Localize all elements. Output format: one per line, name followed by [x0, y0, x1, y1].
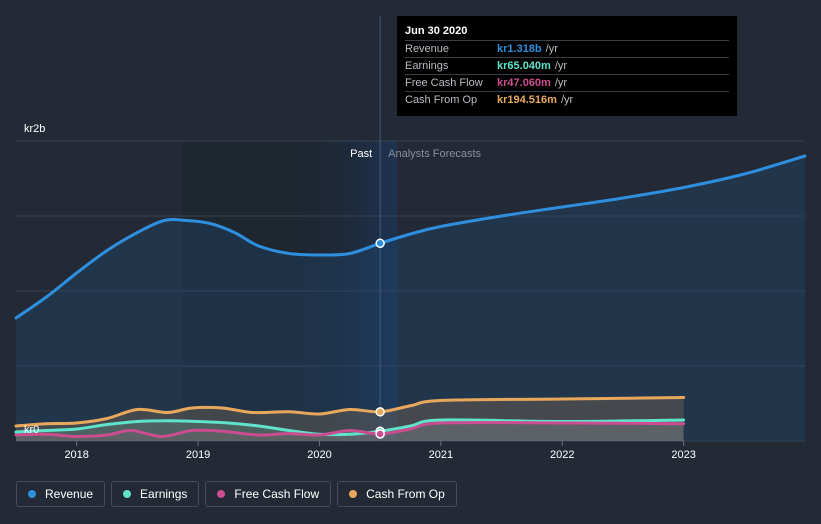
x-tick-label: 2019: [186, 449, 210, 461]
legend-label: Revenue: [45, 487, 94, 501]
tooltip-label: Cash From Op: [405, 94, 478, 106]
earnings-area: [16, 419, 684, 441]
legend-item-earnings[interactable]: Earnings: [111, 481, 200, 507]
x-tick-label: 2020: [307, 449, 331, 461]
tooltip-label: Free Cash Flow: [405, 77, 483, 89]
revenue-area: [16, 156, 805, 441]
legend: Revenue Earnings Free Cash Flow Cash Fro…: [16, 481, 457, 507]
series-areas: [16, 156, 805, 441]
x-tick-label: 2021: [429, 449, 453, 461]
tooltip-value: kr65.040m: [497, 60, 551, 72]
past-label: Past: [350, 148, 372, 160]
highlight-markers: [375, 238, 385, 439]
forecast-label: Analysts Forecasts: [388, 148, 481, 160]
tooltip-unit: /yr: [554, 60, 568, 72]
legend-label: Earnings: [140, 487, 188, 501]
tooltip-unit: /yr: [554, 77, 568, 89]
legend-item-free-cash-flow[interactable]: Free Cash Flow: [205, 481, 332, 507]
revenue-marker: [375, 238, 385, 249]
tooltip-unit: /yr: [545, 43, 558, 55]
y-axis-bottom-label: kr0: [24, 424, 39, 436]
legend-dot-icon: [349, 490, 358, 498]
free-cash-flow-marker: [375, 429, 385, 439]
series-lines: [14, 154, 807, 439]
earnings-line: [14, 418, 686, 437]
tooltip-value: kr1.318b: [497, 43, 542, 55]
x-tick-label: 2023: [671, 449, 695, 461]
y-axis-top-label: kr2b: [24, 123, 45, 135]
tooltip-label: Revenue: [405, 43, 450, 55]
cash-from-op-area: [16, 397, 684, 441]
cash-from-op-marker: [375, 407, 385, 417]
tooltip-label: Earnings: [405, 60, 449, 72]
legend-item-revenue[interactable]: Revenue: [16, 481, 106, 507]
legend-item-cash-from-op[interactable]: Cash From Op: [337, 481, 457, 507]
legend-dot-icon: [123, 490, 132, 498]
tooltip-row-revenue: Revenue kr1.318b /yr: [405, 40, 729, 57]
legend-dot-icon: [28, 490, 36, 498]
tooltip-value: kr47.060m: [497, 77, 551, 89]
cash-from-op-line: [14, 396, 686, 428]
tooltip-row-cash-from-op: Cash From Op kr194.516m /yr: [405, 91, 729, 108]
x-tick-label: 2018: [64, 449, 88, 461]
legend-label: Free Cash Flow: [234, 487, 320, 501]
gridlines: [16, 140, 805, 442]
x-tick-label: 2022: [550, 449, 574, 461]
tooltip-row-earnings: Earnings kr65.040m /yr: [405, 57, 729, 74]
tooltip-value: kr194.516m: [497, 94, 557, 106]
tooltip-row-free-cash-flow: Free Cash Flow kr47.060m /yr: [405, 74, 729, 91]
x-axis-ticks: 2018 2019 2020 2021 2022 2023: [64, 441, 696, 461]
free-cash-flow-line: [14, 421, 686, 439]
tooltip: Jun 30 2020 Revenue kr1.318b /yr Earning…: [397, 16, 737, 116]
legend-dot-icon: [217, 490, 226, 498]
tooltip-unit: /yr: [560, 94, 574, 106]
revenue-line: [14, 154, 807, 320]
legend-label: Cash From Op: [366, 487, 445, 501]
tooltip-date: Jun 30 2020: [405, 25, 468, 37]
